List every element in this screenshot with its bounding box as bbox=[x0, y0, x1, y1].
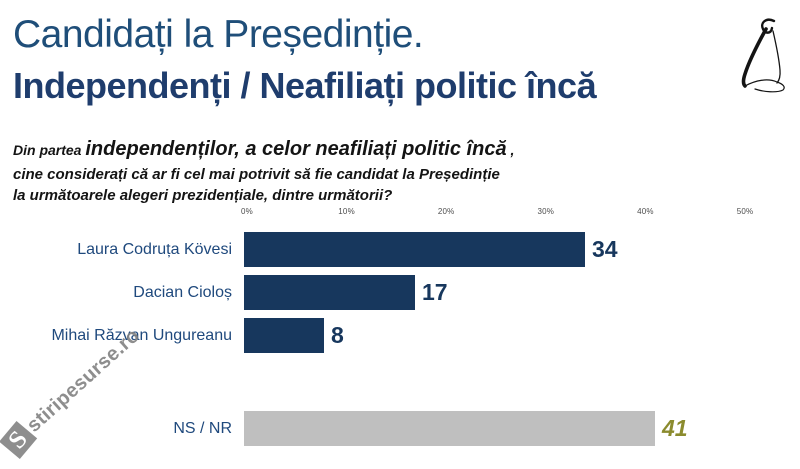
bar-candidate bbox=[244, 275, 415, 310]
x-axis-tick-label: 20% bbox=[437, 207, 455, 216]
bar-label: NS / NR bbox=[173, 420, 232, 437]
x-axis-tick-label: 10% bbox=[338, 207, 355, 216]
bar-value: 41 bbox=[662, 415, 688, 441]
bar-value: 8 bbox=[331, 322, 344, 348]
bar-value: 17 bbox=[422, 279, 448, 305]
bar-label: Laura Codruța Kövesi bbox=[77, 241, 232, 258]
page-subtitle: Independenți / Neafiliați politic încă bbox=[13, 65, 597, 106]
question-line-2: cine considerați că ar fi cel mai potriv… bbox=[13, 166, 500, 183]
x-axis-tick-label: 30% bbox=[537, 207, 555, 216]
bar-candidate bbox=[244, 232, 585, 267]
bar-nsnr bbox=[244, 411, 655, 446]
question-line-1: Din partea independenților, a celor neaf… bbox=[13, 136, 514, 164]
question-suffix: , bbox=[510, 142, 515, 158]
bar-label: Mihai Răzvan Ungureanu bbox=[51, 327, 232, 344]
bar-label: Dacian Cioloș bbox=[133, 284, 232, 301]
x-axis-tick-label: 50% bbox=[736, 207, 754, 216]
bar-candidate bbox=[244, 318, 324, 353]
page-title: Candidați la Președinție. bbox=[13, 13, 424, 56]
bar-value: 34 bbox=[592, 236, 618, 262]
question-block: Din partea independenților, a celor neaf… bbox=[13, 136, 514, 206]
penguin-logo-icon bbox=[741, 18, 785, 93]
question-prefix: Din partea bbox=[13, 142, 82, 158]
x-axis-tick-label: 40% bbox=[637, 207, 654, 216]
question-emphasis: independenților, a celor neafiliați poli… bbox=[85, 138, 507, 160]
x-axis-tick-label: 0% bbox=[241, 207, 253, 216]
question-line-3: la următoarele alegeri prezidențiale, di… bbox=[13, 187, 393, 204]
